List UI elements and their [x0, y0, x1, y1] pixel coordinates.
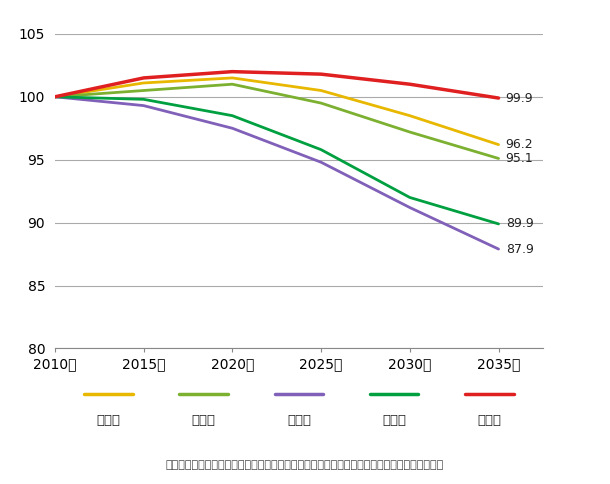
Text: 96.2: 96.2 — [506, 138, 533, 151]
Text: 89.9: 89.9 — [506, 217, 533, 230]
Text: 沖縄県: 沖縄県 — [477, 414, 501, 427]
Text: 95.1: 95.1 — [506, 152, 533, 165]
Text: （国立社会保障・人口問題研究所『日本の人口の将来推計（都道府県別推計）』」より作成）: （国立社会保障・人口問題研究所『日本の人口の将来推計（都道府県別推計）』」より作… — [166, 460, 444, 470]
Text: 福岡県: 福岡県 — [382, 414, 406, 427]
Text: 東京都: 東京都 — [96, 414, 121, 427]
Text: 愛知県: 愛知県 — [192, 414, 216, 427]
Text: 大阪府: 大阪府 — [287, 414, 311, 427]
Text: 99.9: 99.9 — [506, 91, 533, 105]
Text: 87.9: 87.9 — [506, 242, 534, 256]
